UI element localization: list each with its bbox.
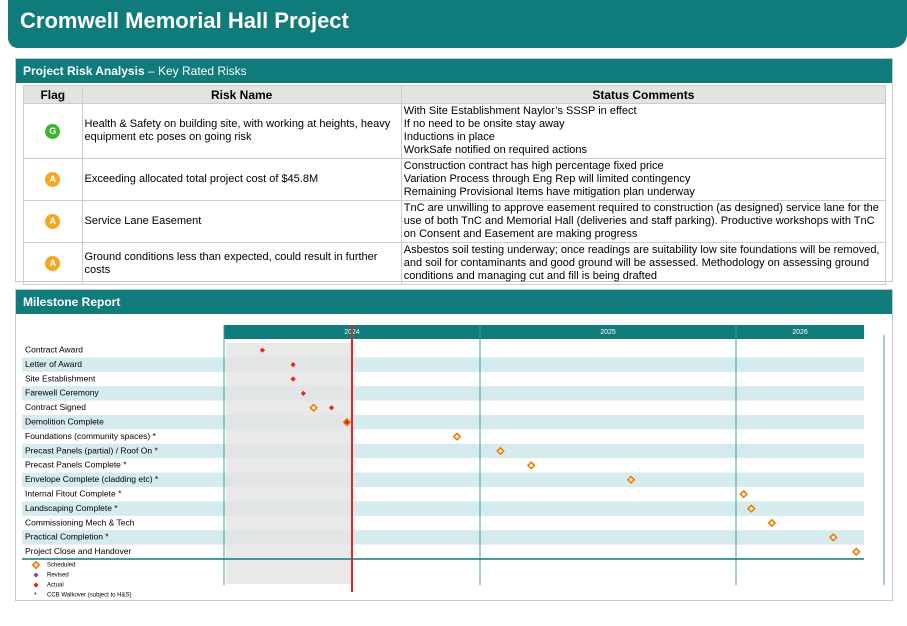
legend-label: CCB Walkover (subject to H&S) [47,593,131,599]
section-subtitle: – Key Rated Risks [147,64,247,78]
milestone-label: Internal Fitout Complete * [25,488,122,498]
section-bar: Milestone Report [16,290,892,314]
legend-marker [33,572,39,578]
milestone-scheduled [626,475,636,485]
milestone-scheduled [828,533,838,542]
legend-label: Revised [47,573,69,579]
milestone-scheduled [747,504,756,513]
legend-marker [33,582,39,588]
legend-marker: * [34,592,37,599]
milestone-label: Commissioning Mech & Tech [25,517,135,527]
section-title: Milestone Report [23,295,121,309]
status: Construction contract has high percentag… [400,158,887,201]
milestone-scheduled [767,518,777,528]
milestone-scheduled [526,461,536,470]
row-shade [22,530,864,545]
header: Cromwell Memorial Hall Project [8,0,907,48]
milestone-label: Precast Panels Complete * [25,460,127,470]
milestone-actual [328,405,335,411]
status-line: Remaining Provisional Items have mitigat… [403,186,695,198]
axis-band [224,325,864,339]
milestone-label: Letter of Award [25,359,82,369]
status: TnC are unwilling to approve easement re… [400,200,887,243]
milestone-scheduled [496,446,505,456]
x-tick-label: 2025 [600,329,616,336]
risk-row: A Service Lane Easement TnC are unwilling … [23,200,887,243]
legend-label: Actual [47,583,64,589]
flag: A [45,214,61,229]
row-shade [22,501,864,516]
milestone-label: Foundations (community spaces) * [25,431,157,441]
status-line: Variation Process through Eng Rep will l… [403,173,691,185]
status: Asbestos soil testing underway; once rea… [400,242,887,285]
flag-cell: A [23,242,83,285]
milestone-label: Precast Panels (partial) / Roof On * [25,445,158,455]
row-shade [22,357,864,372]
section-title: Project Risk Analysis [23,64,145,78]
milestone-label: Envelope Complete (cladding etc) * [25,474,159,484]
risk-name: Service Lane Easement [81,200,402,243]
flag: A [45,256,61,271]
row-shade [22,415,864,430]
milestone-label: Practical Completion * [25,532,109,542]
risk-row: A Exceeding allocated total project cost … [23,158,887,201]
status-line: TnC are unwilling to approve easement re… [403,202,879,240]
risk-panel: Project Risk Analysis – Key Rated Risks … [15,58,893,285]
milestone-scheduled [739,489,749,499]
milestone-scheduled [452,432,462,441]
milestone-scheduled [309,403,318,413]
flag-cell: A [23,158,83,201]
status-line: Asbestos soil testing underway; once rea… [403,244,880,282]
milestone-label: Project Close and Handover [25,546,131,556]
legend-label: Scheduled [47,563,75,569]
risk-row: G Health & Safety on building site, with … [23,103,887,159]
milestone-actual [259,347,265,353]
risk-name: Health & Safety on building site, with w… [81,103,402,159]
milestone-label: Landscaping Complete * [25,503,118,513]
legend-marker [31,560,41,570]
title: Cromwell Memorial Hall Project [20,8,349,33]
status-line: If no need to be onsite stay away [403,118,565,130]
risk-row: A Ground conditions less than expected, c… [23,242,887,285]
status-line: With Site Establishment Naylor’s SSSP in… [403,105,637,117]
status-line: Construction contract has high percentag… [403,160,664,172]
milestone-actual [290,362,296,368]
milestone-scheduled [851,547,861,557]
row-shade [22,386,864,401]
flag-cell: A [23,200,83,243]
status-line: WorkSafe notified on required actions [403,144,588,156]
past-shade [226,343,352,584]
column-header: Flag [23,85,83,104]
milestone-label: Demolition Complete [25,416,104,426]
milestone-actual [344,419,350,425]
milestone-panel: Milestone Report [15,289,893,601]
section-bar: Project Risk Analysis – Key Rated Risks [16,59,892,83]
milestone-actual [300,390,306,396]
risk-table: Flag Risk Name Status Comments G Health & Sa… [23,85,887,285]
column-header: Risk Name [81,85,402,104]
milestone-label: Contract Award [25,344,83,354]
milestone-label: Contract Signed [25,402,86,412]
flag: A [45,172,61,187]
x-tick-label: 2026 [792,329,808,336]
milestone-label: Site Establishment [25,373,96,383]
risk-name: Ground conditions less than expected, co… [81,242,402,285]
milestone-label: Farewell Ceremony [25,388,99,398]
flag: G [45,123,61,139]
status-line: Inductions in place [403,131,495,143]
milestone-actual [290,376,296,382]
